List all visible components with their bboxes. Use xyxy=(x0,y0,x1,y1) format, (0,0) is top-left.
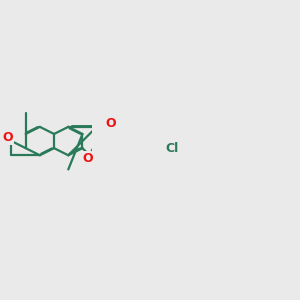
Text: O: O xyxy=(106,117,116,130)
Text: O: O xyxy=(83,152,94,165)
Text: Cl: Cl xyxy=(165,142,178,155)
Text: O: O xyxy=(3,131,13,144)
